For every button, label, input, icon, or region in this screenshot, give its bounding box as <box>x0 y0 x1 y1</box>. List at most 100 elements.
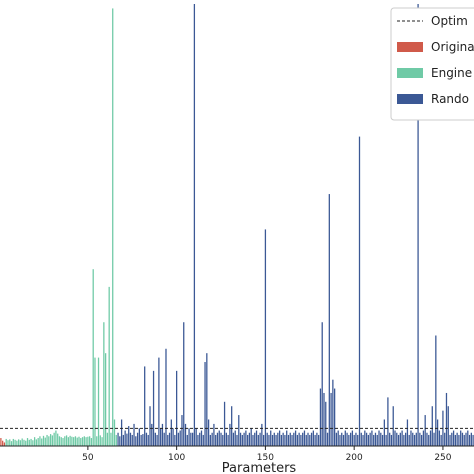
bar-series-1-param-53 <box>92 269 94 446</box>
bar-series-2-param-152 <box>268 434 270 446</box>
bar-series-2-param-211 <box>373 434 375 446</box>
bar-series-2-param-255 <box>451 432 453 446</box>
bar-series-2-param-209 <box>369 432 371 446</box>
bar-series-2-param-248 <box>438 430 441 446</box>
bar-series-2-param-68 <box>119 436 121 446</box>
bar-series-2-param-129 <box>227 434 229 446</box>
bar-series-2-param-160 <box>282 432 284 446</box>
bar-series-1-param-42 <box>73 437 75 446</box>
bar-series-2-param-175 <box>309 434 311 446</box>
bar-series-1-param-57 <box>99 435 101 446</box>
bar-series-2-param-82 <box>144 366 146 446</box>
bar-series-1-param-36 <box>62 438 64 446</box>
bar-series-1-param-62 <box>108 286 110 446</box>
bar-series-2-param-134 <box>236 434 238 446</box>
x-axis-label: Parameters <box>222 461 297 474</box>
bar-series-2-param-95 <box>167 434 169 446</box>
bar-series-2-param-157 <box>277 432 279 446</box>
bar-series-2-param-181 <box>319 388 322 446</box>
bar-series-2-param-193 <box>341 432 343 446</box>
bar-series-1-param-25 <box>42 435 45 446</box>
bar-series-2-param-239 <box>422 430 425 446</box>
bar-series-2-param-100 <box>176 370 178 446</box>
bar-series-2-param-126 <box>222 434 224 446</box>
bar-series-2-param-70 <box>122 434 125 446</box>
bar-series-2-param-101 <box>177 432 180 446</box>
x-tick-label-50: 50 <box>82 453 94 463</box>
bar-series-2-param-187 <box>330 392 332 446</box>
bar-series-1-param-60 <box>104 353 107 446</box>
bar-series-2-param-258 <box>456 432 458 446</box>
bar-series-2-param-87 <box>152 370 155 446</box>
bar-series-1-param-33 <box>57 433 59 446</box>
bar-series-2-param-192 <box>339 434 341 446</box>
bar-series-2-param-172 <box>303 430 306 446</box>
bar-series-2-param-171 <box>302 432 304 446</box>
bar-series-2-param-246 <box>435 335 437 446</box>
bar-series-1-param-47 <box>81 437 84 446</box>
bar-series-2-param-203 <box>358 136 361 446</box>
bar-series-2-param-130 <box>229 423 231 446</box>
bar-series-2-param-104 <box>183 322 185 446</box>
bar-series-2-param-214 <box>378 430 380 446</box>
bar-series-2-param-122 <box>215 434 217 446</box>
bar-series-2-param-184 <box>325 401 327 446</box>
x-tick-label-200: 200 <box>346 453 363 463</box>
bar-series-1-param-29 <box>49 434 52 446</box>
bar-series-2-param-168 <box>296 434 298 446</box>
bar-series-1-param-63 <box>110 432 112 446</box>
bar-series-2-param-226 <box>399 432 401 446</box>
bar-series-2-param-165 <box>291 434 293 446</box>
bar-series-2-param-127 <box>223 401 226 446</box>
bar-series-2-param-199 <box>351 430 354 446</box>
bar-series-2-param-253 <box>447 406 449 446</box>
bar-series-2-param-109 <box>191 432 194 446</box>
bar-series-2-param-114 <box>200 430 203 446</box>
bar-series-2-param-189 <box>334 388 336 446</box>
bar-series-2-param-224 <box>396 432 398 446</box>
bar-series-2-param-200 <box>353 434 355 446</box>
bar-series-2-param-205 <box>362 434 364 446</box>
bar-series-2-param-107 <box>188 428 190 446</box>
bar-series-2-param-144 <box>254 432 256 446</box>
bar-series-2-param-79 <box>138 428 140 446</box>
bar-series-2-param-153 <box>270 430 272 446</box>
bar-series-2-param-206 <box>364 430 366 446</box>
bar-series-2-param-174 <box>307 432 309 446</box>
bar-series-2-param-162 <box>286 430 288 446</box>
bar-series-2-param-256 <box>452 430 455 446</box>
bar-series-1-param-41 <box>71 436 73 446</box>
bar-series-2-param-154 <box>271 434 274 446</box>
bar-series-2-param-254 <box>449 434 451 446</box>
bar-series-2-param-222 <box>392 406 394 446</box>
bar-series-1-param-23 <box>39 436 41 446</box>
bar-series-1-param-22 <box>37 438 39 446</box>
bar-series-1-param-52 <box>90 438 93 446</box>
bar-series-1-param-39 <box>67 437 69 446</box>
bar-series-2-param-140 <box>247 434 249 446</box>
bar-series-1-param-15 <box>25 440 27 446</box>
bar-series-2-param-115 <box>202 434 204 446</box>
bar-series-2-param-166 <box>293 432 295 446</box>
bar-series-2-param-263 <box>465 432 467 446</box>
bar-series-2-param-72 <box>126 433 128 446</box>
bar-series-2-param-266 <box>470 432 472 446</box>
bar-series-2-param-227 <box>401 430 403 446</box>
bar-series-2-param-225 <box>397 434 400 446</box>
bar-series-2-param-71 <box>124 430 126 446</box>
bar-series-2-param-243 <box>429 430 432 446</box>
bar-series-2-param-112 <box>197 434 199 446</box>
bar-series-1-param-32 <box>55 430 57 446</box>
bar-series-2-param-249 <box>440 434 442 446</box>
bar-series-1-param-11 <box>18 439 20 446</box>
legend-box <box>390 7 474 121</box>
legend-items: Optim Origina Engine Rando <box>397 14 474 106</box>
bar-series-2-param-216 <box>381 434 384 446</box>
bar-series-2-param-102 <box>179 430 181 446</box>
bar-series-2-param-207 <box>365 432 368 446</box>
bar-series-2-param-142 <box>250 428 252 446</box>
bar-series-2-param-158 <box>278 430 281 446</box>
bar-series-2-param-247 <box>436 419 439 446</box>
bar-series-1-param-34 <box>58 436 61 446</box>
